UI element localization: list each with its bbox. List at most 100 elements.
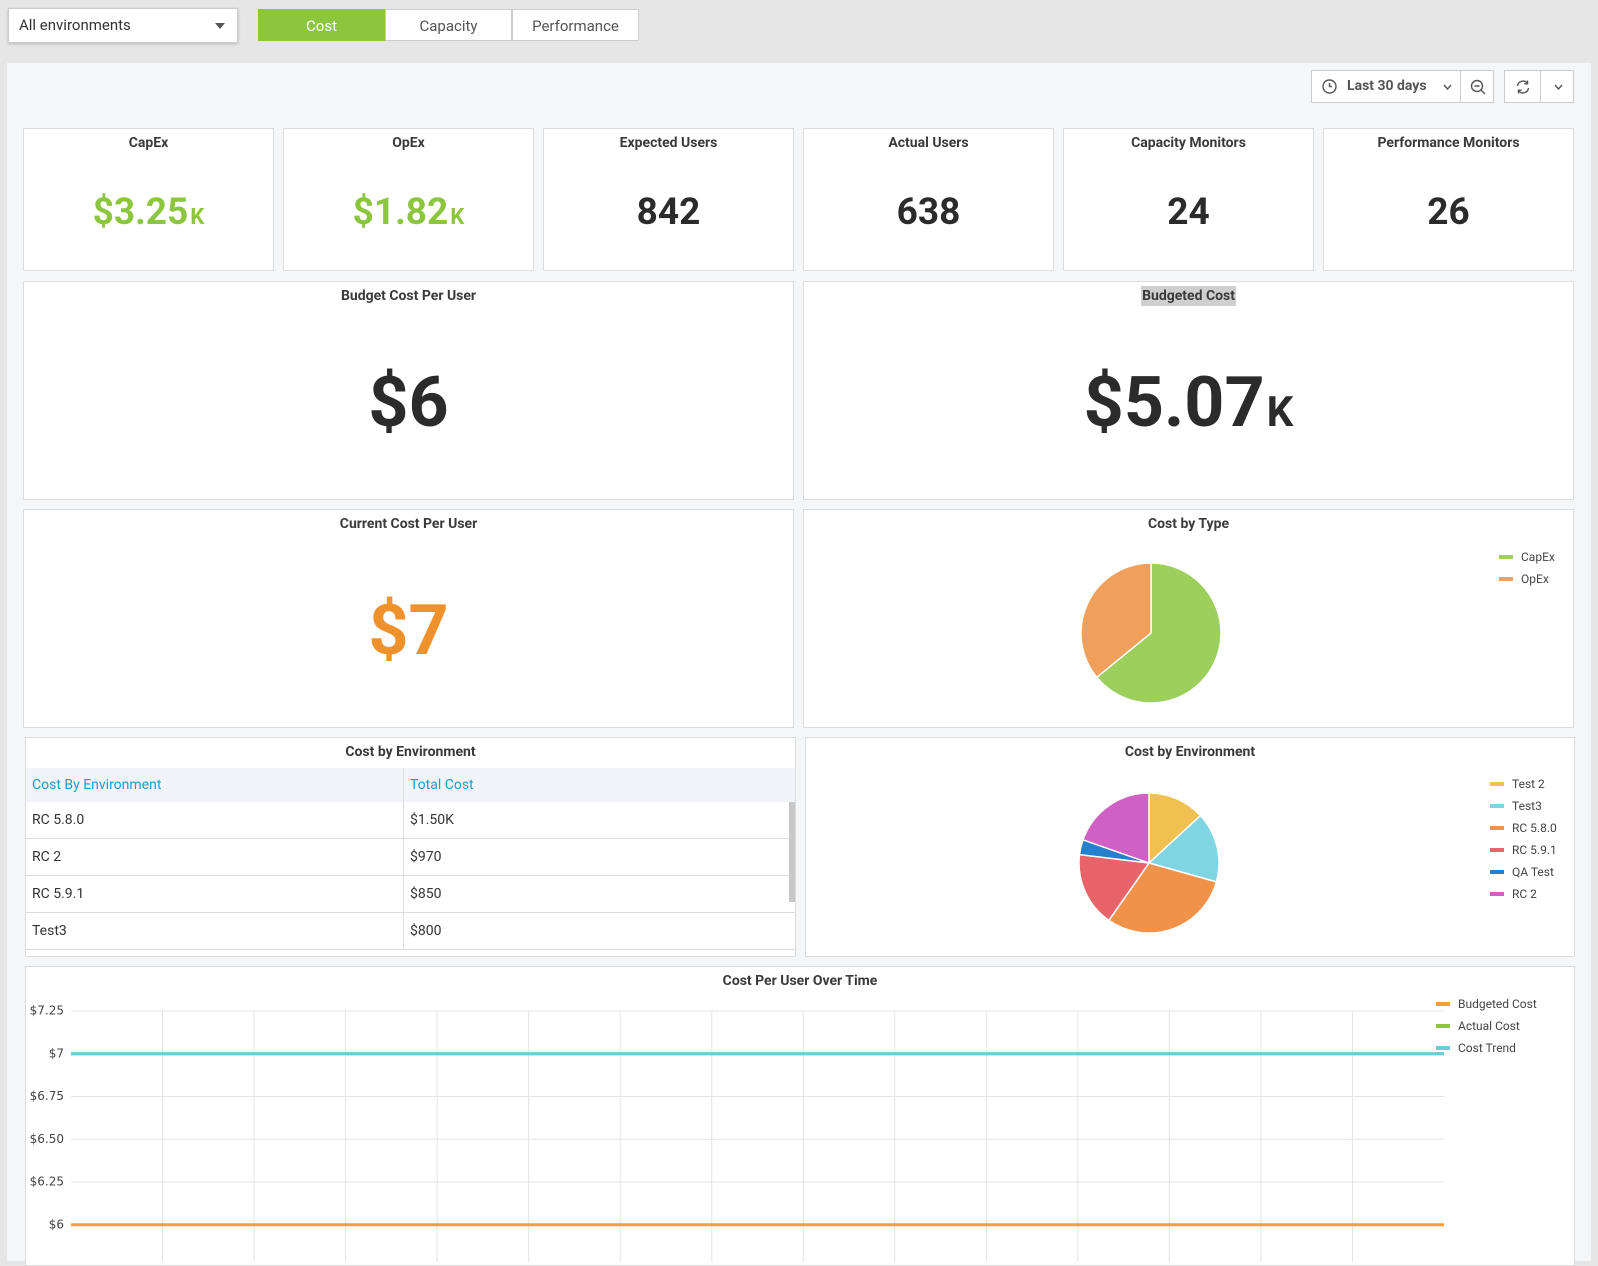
chevron[interactable] <box>1554 84 1563 90</box>
refresh-group <box>1504 70 1574 103</box>
legend-label: OpEx <box>1521 572 1549 586</box>
panel-title: Cost by Environment <box>345 744 476 760</box>
legend-item: Cost Trend <box>1436 1037 1537 1059</box>
y-tick-label: $6.75 <box>30 1089 64 1103</box>
tab[interactable]: Cost <box>258 9 385 41</box>
scrollbar[interactable] <box>789 802 795 902</box>
panel-title-wrap: Budgeted Cost <box>804 286 1573 306</box>
legend-item: OpEx <box>1499 568 1555 590</box>
tab[interactable]: Performance <box>512 9 639 41</box>
legend: Test 2 Test3 RC 5.8.0 RC 5.9.1 QA Test RC 2 <box>1490 773 1557 905</box>
stat-title: Actual Users <box>888 135 969 151</box>
stat-card: CapEx $3.25K <box>23 128 274 271</box>
stat-value-wrap: $1.82K <box>284 191 533 234</box>
legend-item: RC 2 <box>1490 883 1557 905</box>
table-cell: RC 5.8.0 <box>26 802 404 839</box>
budget-cost-per-user-panel: Budget Cost Per User $6 <box>23 281 794 500</box>
time-picker[interactable]: Last 30 days <box>1311 70 1494 103</box>
legend-label: RC 5.9.1 <box>1512 843 1557 857</box>
stat-card: Actual Users 638 <box>803 128 1054 271</box>
table-cell: RC 2 <box>26 838 404 876</box>
chevron <box>1443 84 1452 90</box>
column-header: Cost By Environment <box>26 768 404 802</box>
pie-chart <box>1080 562 1222 704</box>
legend-label: CapEx <box>1521 550 1555 564</box>
pie-slice <box>1081 792 1150 865</box>
big-value-wrap: $5.07K <box>804 362 1573 444</box>
tab[interactable]: Capacity <box>385 9 512 41</box>
stat-value: 26 <box>1427 191 1470 234</box>
cost-by-type-panel: Cost by Type CapEx OpEx <box>803 509 1574 728</box>
stat-unit: K <box>450 204 465 230</box>
stat-card: OpEx $1.82K <box>283 128 534 271</box>
column-header: Total Cost <box>403 768 795 802</box>
legend-label: Cost Trend <box>1458 1041 1516 1055</box>
legend-swatch <box>1499 555 1513 559</box>
y-tick-label: $6.50 <box>30 1132 64 1146</box>
legend-label: Budgeted Cost <box>1458 997 1537 1011</box>
environment-label: All environments <box>19 16 131 34</box>
panel-title: Cost by Type <box>1147 516 1230 532</box>
cost-over-time-panel: Cost Per User Over Time $7.25 $7 $6.75 $6.50… <box>25 966 1575 1266</box>
legend-item: RC 5.9.1 <box>1490 839 1557 861</box>
time-range: Last 30 days <box>1347 78 1427 94</box>
legend-swatch <box>1490 782 1504 786</box>
stat-value: 638 <box>896 191 961 234</box>
clock-icon <box>1322 79 1337 94</box>
budgeted-cost-panel: Budgeted Cost $5.07K <box>803 281 1574 500</box>
environment-dropdown[interactable]: All environments <box>8 8 238 43</box>
legend-swatch <box>1490 870 1504 874</box>
y-tick-label: $6 <box>49 1217 64 1231</box>
cost-table: Cost By Environment Total Cost RC 5.8.0 $1.… <box>26 768 795 950</box>
legend-swatch <box>1490 826 1504 830</box>
stat-value: $3.25 <box>92 191 189 234</box>
line-chart: $7.25 $7 $6.75 $6.50 $6.25 $6 <box>30 1004 1444 1262</box>
legend-swatch <box>1499 577 1513 581</box>
big-value: $5.07 <box>1083 362 1265 444</box>
cost-by-environment-panel: Cost by Environment Test 2 Test3 RC 5.8.0 RC… <box>805 737 1575 957</box>
legend-swatch <box>1490 804 1504 808</box>
header-row: Cost By Environment Total Cost <box>26 768 795 802</box>
table-row: RC 2 $970 <box>26 838 795 876</box>
y-tick-label: $6.25 <box>30 1175 64 1189</box>
legend: Budgeted Cost Actual Cost Cost Trend <box>1436 993 1537 1059</box>
table-cell: RC 5.9.1 <box>26 875 404 913</box>
pie-chart <box>1078 792 1220 934</box>
stat-card: Expected Users 842 <box>543 128 794 271</box>
pie-slice <box>1148 792 1202 865</box>
panel-title: Current Cost Per User <box>339 516 478 532</box>
stat-card: Performance Monitors 26 <box>1323 128 1574 271</box>
stat-value: 842 <box>636 191 701 234</box>
table-cell: Test3 <box>26 912 404 950</box>
pie-slice <box>1080 562 1152 679</box>
legend: CapEx OpEx <box>1499 546 1555 590</box>
legend-label: RC 2 <box>1512 887 1537 901</box>
legend-label: QA Test <box>1512 865 1554 879</box>
legend-item: CapEx <box>1499 546 1555 568</box>
legend-item: Budgeted Cost <box>1436 993 1537 1015</box>
stat-title: CapEx <box>128 135 169 151</box>
pie-slice <box>1107 862 1218 934</box>
pie-slice <box>1095 562 1222 704</box>
table-row: Test3 $800 <box>26 912 795 950</box>
panel-title: Cost by Environment <box>1124 744 1256 760</box>
dropdown-arrow <box>215 23 225 29</box>
refresh-button[interactable] <box>1505 71 1541 102</box>
stat-unit: K <box>190 204 205 230</box>
legend-label: Test3 <box>1512 799 1542 813</box>
refresh-icon <box>1516 80 1530 94</box>
table-cell: $800 <box>403 912 795 950</box>
table-cell: $850 <box>403 875 795 913</box>
zoom-icon <box>1470 79 1486 95</box>
table-row: RC 5.8.0 $1.50K <box>26 802 795 839</box>
y-tick-label: $7 <box>49 1046 64 1060</box>
legend-swatch <box>1436 1046 1450 1050</box>
big-value: $6 <box>368 362 449 444</box>
stat-title: Expected Users <box>619 135 718 151</box>
stat-value: 24 <box>1167 191 1210 234</box>
big-value: $7 <box>368 590 449 672</box>
zoom-out-button[interactable] <box>1460 71 1495 102</box>
table-row: RC 5.9.1 $850 <box>26 875 795 913</box>
legend-item: RC 5.8.0 <box>1490 817 1557 839</box>
